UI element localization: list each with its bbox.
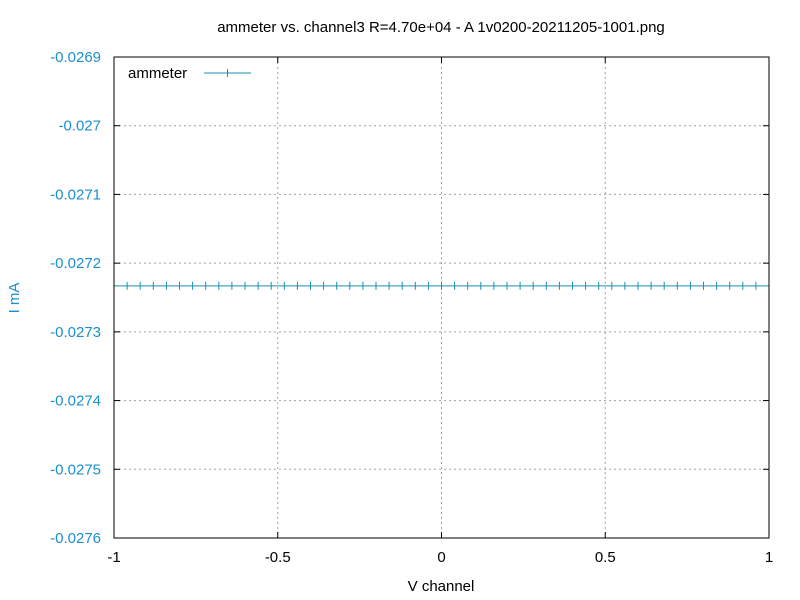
y-axis-ticks: -0.0269 -0.027 -0.0271 -0.0272 -0.0273 -0.027… (50, 49, 769, 547)
y-tick-label: -0.027 (58, 118, 101, 135)
grid (114, 57, 769, 538)
x-axis-label: V channel (408, 578, 475, 595)
x-tick-label: -1 (107, 549, 120, 566)
y-tick-label: -0.0275 (50, 461, 101, 478)
x-tick-label: 0 (437, 549, 445, 566)
y-axis-label: I mA (6, 283, 23, 314)
legend-label: ammeter (128, 65, 187, 82)
y-tick-label: -0.0271 (50, 186, 101, 203)
x-tick-label: 1 (765, 549, 773, 566)
y-tick-label: -0.0274 (50, 393, 101, 410)
y-tick-label: -0.0276 (50, 530, 101, 547)
x-tick-label: 0.5 (595, 549, 616, 566)
legend: ammeter (128, 65, 251, 82)
x-tick-label: -0.5 (265, 549, 291, 566)
x-axis-ticks: -1 -0.5 0 0.5 1 (107, 57, 773, 566)
y-tick-label: -0.0273 (50, 324, 101, 341)
y-tick-label: -0.0272 (50, 255, 101, 272)
y-tick-label: -0.0269 (50, 49, 101, 66)
chart-title: ammeter vs. channel3 R=4.70e+04 - A 1v02… (217, 19, 665, 36)
series-layer (113, 281, 770, 290)
